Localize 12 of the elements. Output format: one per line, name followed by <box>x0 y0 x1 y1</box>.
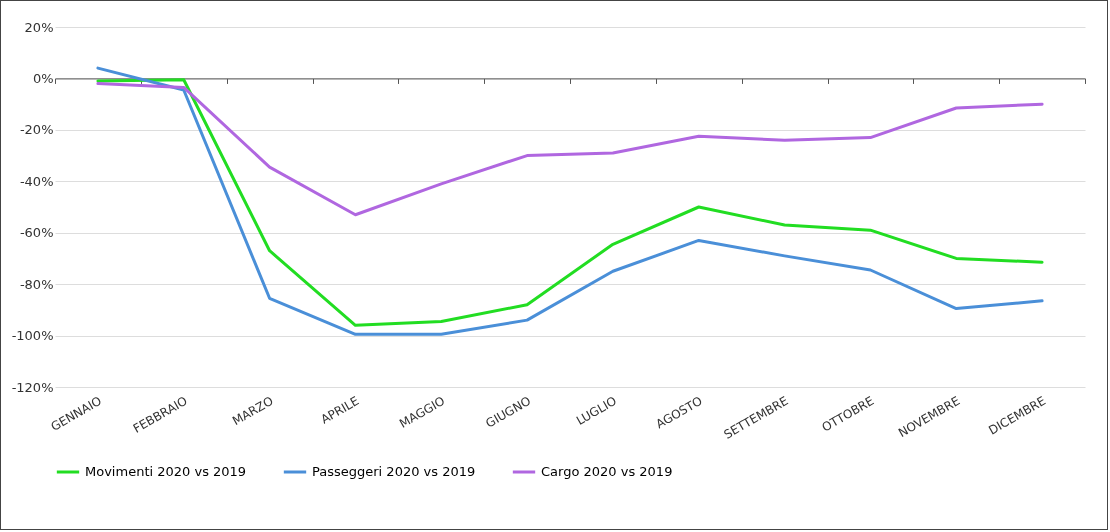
y-tick-label: -120% <box>11 379 54 395</box>
y-tick-label: -40% <box>19 173 54 189</box>
y-tick-label: 20% <box>24 19 54 35</box>
y-tick-label: 0% <box>32 70 54 86</box>
y-tick-label: -60% <box>19 225 54 241</box>
y-tick-label: -20% <box>19 122 54 138</box>
y-tick-label: -80% <box>19 276 54 292</box>
line-series <box>96 82 1044 217</box>
y-tick-label: -100% <box>11 328 54 344</box>
legend-label: Passeggeri 2020 vs 2019 <box>312 464 476 479</box>
legend-label: Cargo 2020 vs 2019 <box>541 464 673 479</box>
legend-label: Movimenti 2020 vs 2019 <box>85 464 247 479</box>
